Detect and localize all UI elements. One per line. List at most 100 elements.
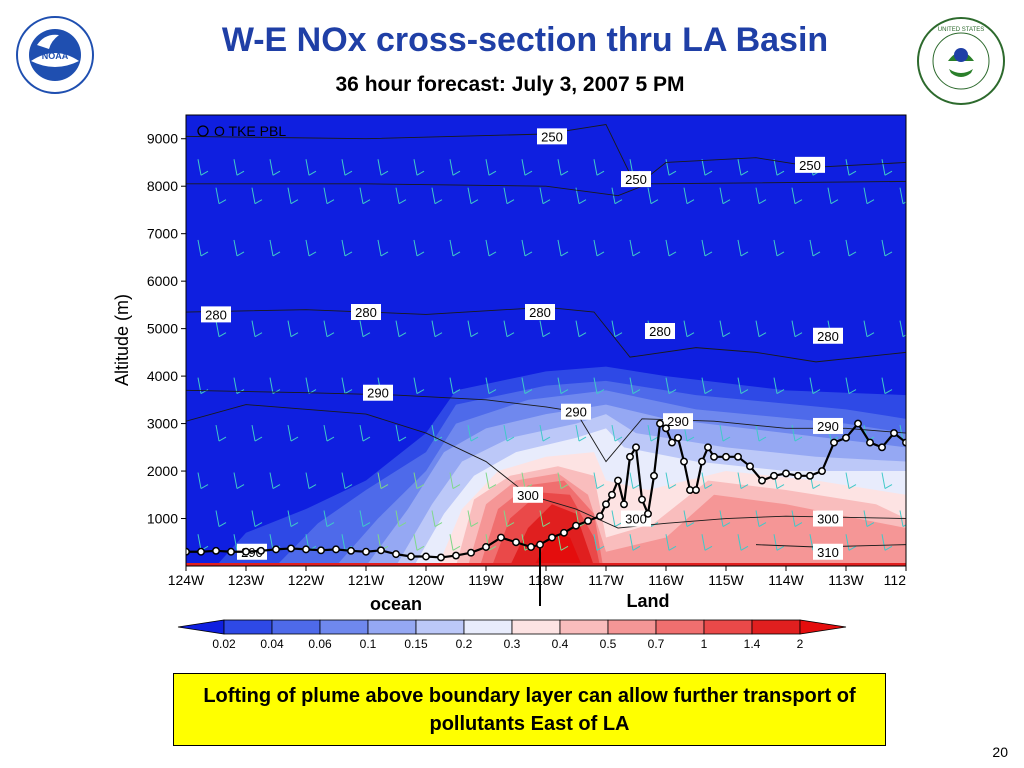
wind-barb-flag-10 xyxy=(560,545,569,551)
pbl-point xyxy=(272,545,280,554)
wind-barb-12 xyxy=(629,534,634,551)
wind-barb-42 xyxy=(269,472,274,489)
wind-barb-145 xyxy=(395,187,400,204)
wind-barb-flag-179 xyxy=(884,170,893,176)
wind-barb-flag-176 xyxy=(776,170,785,176)
wind-barb-flag-113 xyxy=(686,332,695,338)
wind-barb-flag-121 xyxy=(236,251,245,257)
theta-contour-1 xyxy=(186,181,906,197)
contour-label-bg-9 xyxy=(561,403,591,420)
colorbar-cell-7 xyxy=(559,619,609,635)
y-tick-label-1: 2000 xyxy=(147,463,178,479)
wind-barb-53 xyxy=(665,472,670,489)
wind-barb-93 xyxy=(665,377,670,394)
colorbar-label-10: 1 xyxy=(701,637,708,651)
wind-barb-147 xyxy=(467,187,472,204)
wind-barb-16 xyxy=(773,534,778,551)
pbl-point xyxy=(392,550,400,559)
x-tick-label-3: 121W xyxy=(348,572,385,588)
pbl-point xyxy=(890,429,898,438)
x-tick-label-4: 120W xyxy=(408,572,445,588)
wind-barb-flag-6 xyxy=(416,545,425,551)
wind-barb-flag-80 xyxy=(200,389,209,395)
wind-barb-flag-13 xyxy=(668,545,677,551)
pbl-point xyxy=(347,546,355,555)
contour-label-bg-7 xyxy=(813,327,843,344)
wind-barb-123 xyxy=(305,239,310,257)
pbl-point xyxy=(332,545,340,554)
wind-barb-125 xyxy=(377,239,382,257)
wind-barb-70 xyxy=(575,424,580,442)
wind-barb-flag-91 xyxy=(596,389,605,395)
wind-barb-9 xyxy=(521,534,526,551)
wind-barb-69 xyxy=(539,424,544,442)
callout-box: Lofting of plume above boundary layer ca… xyxy=(173,673,886,746)
pbl-point xyxy=(782,469,790,478)
pbl-point xyxy=(497,533,505,542)
wind-barb-flag-8 xyxy=(488,545,497,551)
wind-barb-flag-148 xyxy=(506,199,515,205)
wind-barb-flag-125 xyxy=(380,251,389,257)
x-tick-label-5: 119W xyxy=(468,572,504,588)
pbl-point xyxy=(632,443,640,452)
wind-barb-flag-153 xyxy=(686,199,695,205)
wind-barb-flag-28 xyxy=(506,522,515,527)
wind-barb-flag-174 xyxy=(704,170,713,176)
pbl-point xyxy=(512,538,520,547)
wind-barb-flag-54 xyxy=(704,484,713,489)
wind-barb-flag-73 xyxy=(686,436,695,442)
wind-barb-flag-155 xyxy=(758,199,767,205)
wind-barb-139 xyxy=(881,239,886,257)
contour-label-6: 280 xyxy=(649,324,671,339)
wind-barb-flag-150 xyxy=(578,199,587,205)
wind-barb-flag-27 xyxy=(470,522,479,527)
wind-barb-flag-99 xyxy=(884,389,893,395)
wind-barb-flag-131 xyxy=(596,251,605,257)
page-number: 20 xyxy=(992,744,1008,760)
wind-barb-136 xyxy=(773,239,778,257)
annotations: ocean Land xyxy=(370,548,670,614)
wind-barb-148 xyxy=(503,187,508,204)
wind-barb-116 xyxy=(791,320,796,337)
wind-barb-96 xyxy=(773,377,778,394)
wind-barb-21 xyxy=(251,510,256,527)
wind-barb-92 xyxy=(629,377,634,394)
wind-barb-71 xyxy=(611,424,616,442)
pbl-point xyxy=(866,438,874,447)
contour-label-2: 250 xyxy=(799,158,821,173)
contour-label-bg-5 xyxy=(525,304,555,321)
wind-barb-64 xyxy=(359,424,364,442)
wind-barb-flag-114 xyxy=(722,332,731,338)
wind-barb-flag-11 xyxy=(596,545,605,551)
wind-barb-113 xyxy=(683,320,688,337)
wind-barb-flag-58 xyxy=(848,484,857,489)
wind-barb-50 xyxy=(557,472,562,489)
wind-barb-28 xyxy=(503,510,508,527)
wind-barb-75 xyxy=(755,424,760,442)
pbl-point xyxy=(674,433,682,442)
svg-text:NOAA: NOAA xyxy=(42,51,69,61)
colorbar-cell-8 xyxy=(607,619,657,635)
wind-barb-flag-35 xyxy=(758,522,767,527)
wind-barb-35 xyxy=(755,510,760,527)
wind-barb-flag-106 xyxy=(434,332,443,338)
pbl-point xyxy=(287,544,295,553)
wind-barb-143 xyxy=(323,187,328,204)
wind-barb-flag-118 xyxy=(866,332,875,338)
wind-barb-flag-92 xyxy=(632,389,641,395)
wind-barb-43 xyxy=(305,472,310,489)
wind-barb-129 xyxy=(521,239,526,257)
wind-barb-155 xyxy=(755,187,760,204)
wind-barb-flag-128 xyxy=(488,251,497,257)
pbl-point xyxy=(830,438,838,447)
wind-barb-90 xyxy=(557,377,562,394)
wind-barb-130 xyxy=(557,239,562,257)
wind-barb-86 xyxy=(413,377,418,394)
wind-barb-33 xyxy=(683,510,688,527)
pbl-point xyxy=(317,546,325,555)
pbl-point xyxy=(680,457,688,466)
contour-label-10: 290 xyxy=(667,414,689,429)
wind-barb-flag-75 xyxy=(758,436,767,442)
x-tick-label-12: 112 xyxy=(884,572,907,588)
wind-barb-flag-51 xyxy=(596,484,605,489)
